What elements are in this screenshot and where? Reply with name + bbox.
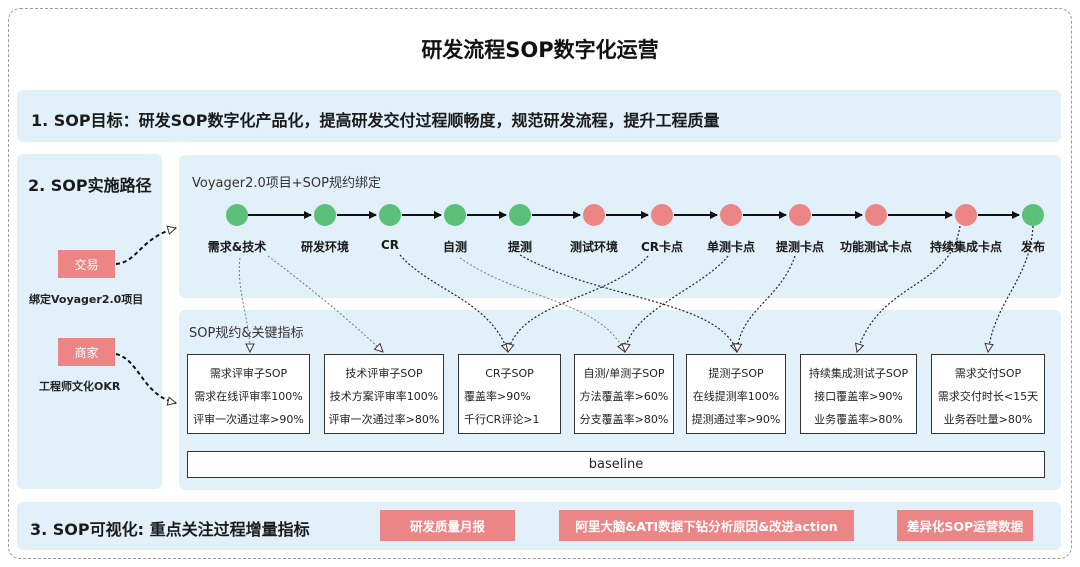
binding-panel: Voyager2.0项目+SOP规约绑定 <box>179 155 1061 298</box>
stage-label: CR卡点 <box>640 240 684 254</box>
sop-box-metric: 需求在线评审率100% <box>194 390 303 403</box>
sop-box-unit-test: 自测/单测子SOP 方法覆盖率>60% 分支覆盖率>80% <box>574 354 674 434</box>
page-title: 研发流程SOP数字化运营 <box>421 38 659 62</box>
tag-merchant: 商家 <box>58 338 115 366</box>
stage-node <box>865 204 887 226</box>
sop-box-submit-test: 提测子SOP 在线提测率100% 提测通过率>90% <box>686 354 786 434</box>
sop-box-metric: 接口覆盖率>90% <box>814 390 903 403</box>
metrics-title: SOP规约&关键指标 <box>189 326 304 341</box>
stage-node <box>955 204 977 226</box>
stage-label: 持续集成卡点 <box>929 240 1003 254</box>
stage-node <box>509 204 531 226</box>
stage-label: 需求&技术 <box>207 240 267 254</box>
vis-tag-data-analysis: 阿里大脑&ATI数据下钻分析原因&改进action <box>559 510 854 541</box>
sop-box-metric: 需求交付时长<15天 <box>937 390 1039 403</box>
path-title: 2. SOP实施路径 <box>28 176 152 195</box>
vis-tag-ops-data: 差异化SOP运营数据 <box>897 510 1033 541</box>
tag-merchant-caption: 工程师文化OKR <box>39 380 121 393</box>
sop-box-metric: 方法覆盖率>60% <box>579 390 669 403</box>
sop-box-metric: 分支覆盖率>80% <box>579 413 669 426</box>
sop-box-metric: 业务覆盖率>80% <box>814 413 903 426</box>
sop-box-ci-test: 持续集成测试子SOP 接口覆盖率>90% 业务覆盖率>80% <box>800 354 917 434</box>
stage-label: 提测卡点 <box>775 240 825 254</box>
sop-box-req-review: 需求评审子SOP 需求在线评审率100% 评审一次通过率>90% <box>187 354 310 434</box>
sop-box-metric: 技术方案评审率100% <box>329 390 439 403</box>
sop-box-metric: 在线提测率100% <box>692 390 780 403</box>
sop-box-cr: CR子SOP 覆盖率>90% 千行CR评论>1 <box>458 354 561 434</box>
stage-node <box>226 204 248 226</box>
goal-text: 1. SOP目标：研发SOP数字化产品化，提高研发交付过程顺畅度，规范研发流程，… <box>31 111 720 130</box>
stage-label: CR <box>380 238 400 252</box>
stage-label: 单测卡点 <box>706 240 756 254</box>
sop-box-title: 提测子SOP <box>708 367 764 380</box>
sop-box-delivery: 需求交付SOP 需求交付时长<15天 业务吞吐量>80% <box>931 354 1045 434</box>
sop-box-metric: 千行CR评论>1 <box>464 413 540 426</box>
stage-label: 研发环境 <box>300 240 350 254</box>
sop-box-title: CR子SOP <box>485 367 534 380</box>
sop-box-title: 持续集成测试子SOP <box>808 367 909 380</box>
stage-label: 提测 <box>507 240 533 254</box>
sop-box-tech-review: 技术评审子SOP 技术方案评审率100% 评审一次通过率>80% <box>324 354 444 434</box>
sop-box-metric: 评审一次通过率>90% <box>193 413 304 426</box>
sop-box-metric: 评审一次通过率>80% <box>328 413 440 426</box>
stage-node <box>379 204 401 226</box>
sop-box-title: 需求评审子SOP <box>209 367 288 380</box>
stage-label: 测试环境 <box>569 240 619 254</box>
binding-title: Voyager2.0项目+SOP规约绑定 <box>192 176 381 191</box>
stage-node <box>583 204 605 226</box>
stage-node <box>1022 204 1044 226</box>
stage-node <box>720 204 742 226</box>
sop-box-metric: 覆盖率>90% <box>464 390 531 403</box>
sop-box-metric: 提测通过率>90% <box>691 413 781 426</box>
visualization-title: 3. SOP可视化: 重点关注过程增量指标 <box>30 520 310 539</box>
tag-trade-caption: 绑定Voyager2.0项目 <box>29 293 144 306</box>
path-panel: 2. SOP实施路径 交易 绑定Voyager2.0项目 商家 工程师文化OKR <box>17 154 162 489</box>
outer-frame <box>8 8 1072 559</box>
stage-node <box>444 204 466 226</box>
stage-node <box>789 204 811 226</box>
stage-node <box>314 204 336 226</box>
stage-node <box>651 204 673 226</box>
visualization-panel: 3. SOP可视化: 重点关注过程增量指标 <box>17 502 1061 550</box>
baseline-bar: baseline <box>187 451 1045 478</box>
stage-label: 自测 <box>442 240 468 254</box>
tag-trade: 交易 <box>58 250 115 278</box>
stage-label: 发布 <box>1020 240 1046 254</box>
goal-panel: 1. SOP目标：研发SOP数字化产品化，提高研发交付过程顺畅度，规范研发流程，… <box>17 90 1061 142</box>
sop-box-title: 需求交付SOP <box>954 367 1022 380</box>
sop-box-title: 技术评审子SOP <box>345 367 423 380</box>
stage-label: 功能测试卡点 <box>839 240 913 254</box>
sop-box-metric: 业务吞吐量>80% <box>943 413 1033 426</box>
vis-tag-monthly-report: 研发质量月报 <box>380 510 515 541</box>
sop-box-title: 自测/单测子SOP <box>583 367 665 380</box>
